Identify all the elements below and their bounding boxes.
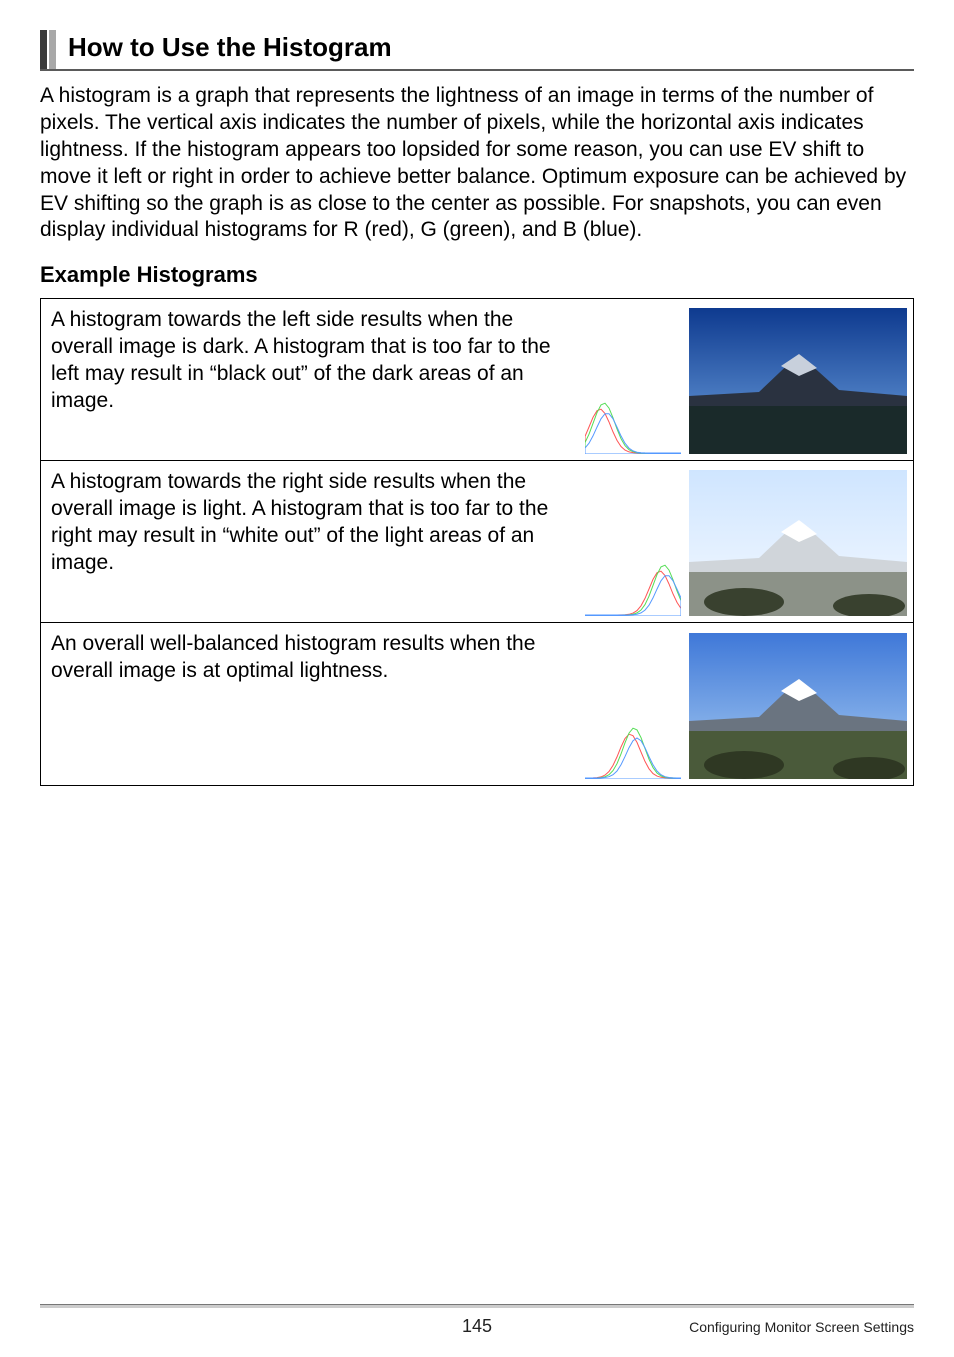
example-thumbnail xyxy=(689,633,907,779)
row-images xyxy=(569,623,913,785)
table-row: A histogram towards the left side result… xyxy=(41,299,913,461)
example-thumbnail xyxy=(689,470,907,616)
subheading: Example Histograms xyxy=(40,262,914,288)
table-row: An overall well-balanced histogram resul… xyxy=(41,623,913,785)
table-row: A histogram towards the right side resul… xyxy=(41,461,913,623)
footer-section: Configuring Monitor Screen Settings xyxy=(623,1319,914,1335)
intro-paragraph: A histogram is a graph that represents t… xyxy=(40,83,914,244)
heading-text: How to Use the Histogram xyxy=(68,30,392,69)
examples-table: A histogram towards the left side result… xyxy=(40,298,914,786)
row-description: A histogram towards the right side resul… xyxy=(41,461,569,622)
row-description: An overall well-balanced histogram resul… xyxy=(41,623,569,785)
section-heading: How to Use the Histogram xyxy=(40,30,914,71)
histogram-icon xyxy=(585,703,681,779)
footer-rule xyxy=(40,1304,914,1308)
page-number: 145 xyxy=(331,1316,622,1337)
page-footer: 145 Configuring Monitor Screen Settings xyxy=(40,1304,914,1337)
histogram-icon xyxy=(585,540,681,616)
row-images xyxy=(569,461,913,622)
row-description: A histogram towards the left side result… xyxy=(41,299,569,460)
heading-marker xyxy=(40,30,58,69)
example-thumbnail xyxy=(689,308,907,454)
histogram-icon xyxy=(585,378,681,454)
row-images xyxy=(569,299,913,460)
